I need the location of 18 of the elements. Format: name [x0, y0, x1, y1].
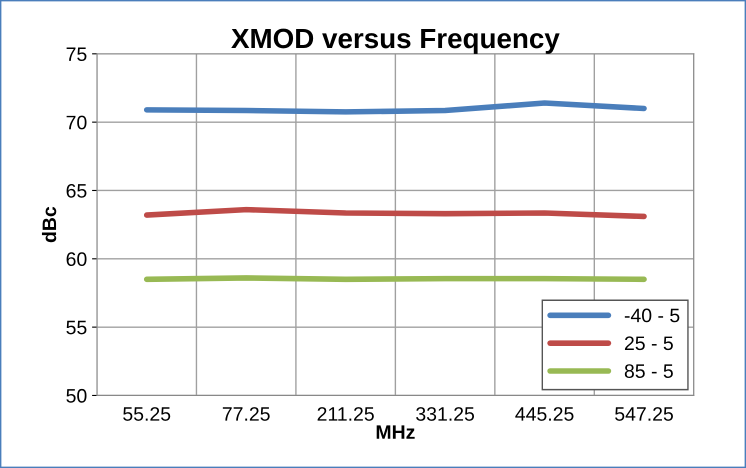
y-tick-label: 75	[66, 47, 86, 62]
chart-title: XMOD versus Frequency	[231, 28, 560, 54]
y-tick-label: 55	[66, 320, 86, 334]
x-axis-title: MHz	[376, 425, 415, 439]
y-axis-title: dBc	[42, 206, 56, 242]
legend-label: 25 - 5	[624, 336, 673, 350]
x-tick-label: 55.25	[123, 407, 170, 421]
y-tick-label: 50	[66, 388, 86, 403]
y-tick-label: 70	[66, 116, 86, 130]
x-tick-label: 77.25	[222, 407, 270, 421]
x-tick-label: 211.25	[318, 407, 374, 421]
x-tick-label: 547.25	[615, 407, 673, 421]
y-tick-label: 60	[66, 252, 86, 266]
legend-label: -40 - 5	[624, 308, 680, 322]
y-tick-label: 65	[66, 184, 86, 198]
x-tick-label: 445.25	[515, 407, 574, 421]
x-tick-label: 331.25	[416, 407, 474, 421]
legend-label: 85 - 5	[624, 364, 673, 378]
